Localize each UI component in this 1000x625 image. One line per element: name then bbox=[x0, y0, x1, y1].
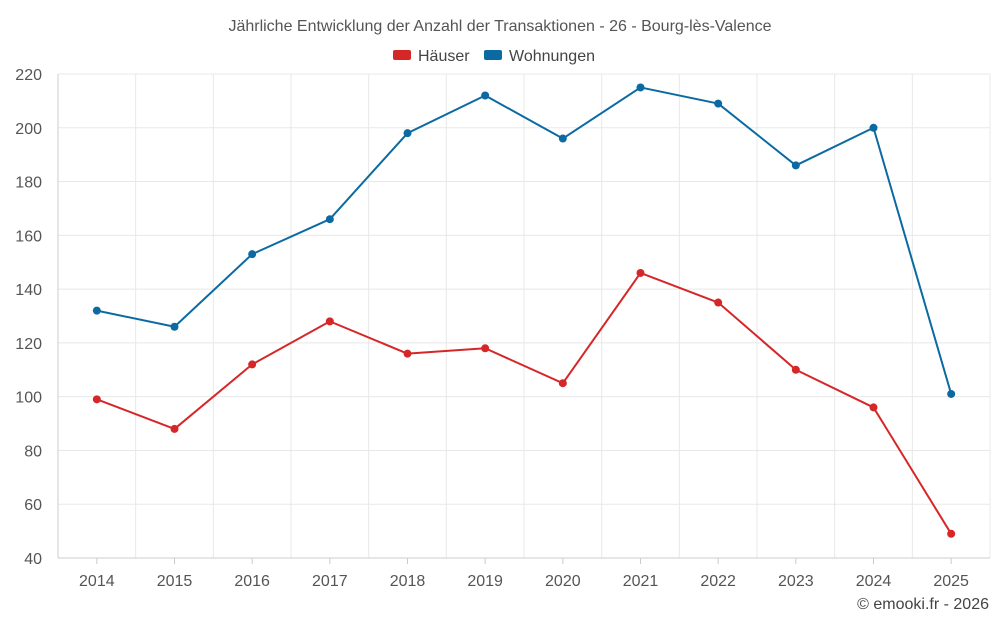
series-line-apartments bbox=[96, 86, 953, 395]
grid-layer bbox=[57, 73, 991, 559]
x-tick-label: 2022 bbox=[700, 573, 736, 590]
data-point-houses[interactable] bbox=[170, 424, 179, 433]
y-tick-label: 140 bbox=[15, 282, 42, 299]
x-tick-label: 2015 bbox=[157, 573, 193, 590]
data-point-houses[interactable] bbox=[248, 360, 257, 369]
x-tick-label: 2019 bbox=[467, 573, 503, 590]
y-tick-label: 180 bbox=[15, 175, 42, 192]
x-tick-label: 2023 bbox=[778, 573, 814, 590]
data-point-houses[interactable] bbox=[92, 395, 101, 404]
x-tick-label: 2021 bbox=[623, 573, 659, 590]
series-line-houses bbox=[96, 271, 953, 535]
data-point-apartments[interactable] bbox=[481, 91, 490, 100]
data-point-houses[interactable] bbox=[481, 344, 490, 353]
chart-title: Jährliche Entwicklung der Anzahl der Tra… bbox=[228, 18, 771, 35]
data-point-houses[interactable] bbox=[558, 379, 567, 388]
x-tick-label: 2014 bbox=[79, 573, 115, 590]
legend-label-houses: Häuser bbox=[418, 48, 470, 65]
data-point-houses[interactable] bbox=[947, 529, 956, 538]
y-tick-label: 160 bbox=[15, 228, 42, 245]
y-tick-label: 200 bbox=[15, 121, 42, 138]
x-tick-label: 2025 bbox=[933, 573, 969, 590]
credit-text: © emooki.fr - 2026 bbox=[857, 596, 989, 613]
y-tick-label: 60 bbox=[24, 497, 42, 514]
x-tick-label: 2020 bbox=[545, 573, 581, 590]
data-point-houses[interactable] bbox=[714, 298, 723, 307]
data-point-apartments[interactable] bbox=[791, 161, 800, 170]
data-point-apartments[interactable] bbox=[714, 99, 723, 108]
legend: Häuser Wohnungen bbox=[393, 48, 595, 65]
data-point-houses[interactable] bbox=[325, 317, 334, 326]
data-point-apartments[interactable] bbox=[947, 389, 956, 398]
data-point-apartments[interactable] bbox=[558, 134, 567, 143]
y-tick-label: 80 bbox=[24, 443, 42, 460]
axis-layer: 40 60 80 100 120 140 160 180 200 220 2014 2015 2016 2… bbox=[15, 67, 990, 590]
data-point-houses[interactable] bbox=[403, 349, 412, 358]
y-tick-label: 120 bbox=[15, 336, 42, 353]
data-point-apartments[interactable] bbox=[248, 250, 257, 259]
x-tick-label: 2024 bbox=[856, 573, 892, 590]
legend-swatch-apartments bbox=[484, 50, 502, 60]
x-tick-label: 2018 bbox=[390, 573, 426, 590]
data-point-apartments[interactable] bbox=[170, 322, 179, 331]
x-tick-label: 2016 bbox=[234, 573, 270, 590]
data-point-apartments[interactable] bbox=[403, 129, 412, 138]
data-point-houses[interactable] bbox=[869, 403, 878, 412]
data-point-houses[interactable] bbox=[636, 268, 645, 277]
data-point-houses[interactable] bbox=[791, 365, 800, 374]
series-layer bbox=[92, 83, 956, 538]
data-point-apartments[interactable] bbox=[636, 83, 645, 92]
legend-label-apartments: Wohnungen bbox=[509, 48, 595, 65]
y-tick-label: 100 bbox=[15, 390, 42, 407]
data-point-apartments[interactable] bbox=[869, 123, 878, 132]
data-point-apartments[interactable] bbox=[92, 306, 101, 315]
x-tick-label: 2017 bbox=[312, 573, 348, 590]
y-tick-label: 40 bbox=[24, 551, 42, 568]
y-tick-label: 220 bbox=[15, 67, 42, 84]
legend-swatch-houses bbox=[393, 50, 411, 60]
data-point-apartments[interactable] bbox=[325, 215, 334, 224]
